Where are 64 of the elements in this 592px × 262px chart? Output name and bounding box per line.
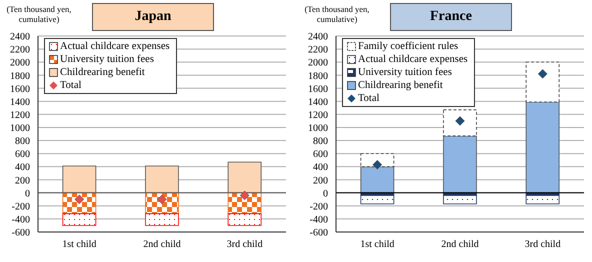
y-tick-label: 1200 bbox=[10, 110, 30, 121]
y-tick-label: 800 bbox=[313, 136, 328, 148]
y-tick-label: 2000 bbox=[308, 58, 328, 69]
y-tick-label: 0 bbox=[323, 188, 328, 200]
bar bbox=[526, 102, 560, 194]
bar bbox=[443, 195, 477, 204]
y-tick-label: 400 bbox=[313, 162, 328, 174]
y-tick-label: 1800 bbox=[10, 70, 30, 82]
y-tick-label: 1600 bbox=[10, 84, 30, 95]
legend-label: Family coefficient rules bbox=[358, 40, 458, 53]
y-tick-label: 1000 bbox=[10, 123, 30, 134]
x-tick-label: 1st child bbox=[62, 239, 96, 250]
y-tick-label: 1000 bbox=[308, 123, 328, 134]
y-tick-label: 2200 bbox=[308, 44, 328, 56]
y-tick-label: 400 bbox=[15, 162, 30, 174]
bar bbox=[526, 62, 560, 102]
y-tick-label: -600 bbox=[12, 228, 30, 239]
legend-label: Actual childcare expenses bbox=[60, 40, 170, 53]
bar bbox=[145, 213, 179, 226]
bar bbox=[526, 195, 560, 204]
point bbox=[538, 69, 548, 79]
legend-label: Childrearing benefit bbox=[358, 79, 443, 92]
x-tick-label: 2nd child bbox=[143, 239, 181, 250]
y-tick-label: 2000 bbox=[10, 58, 30, 69]
legend-label: Actual childcare expenses bbox=[358, 53, 468, 66]
bar bbox=[62, 213, 96, 226]
legend-label: Childrearing benefit bbox=[60, 66, 145, 79]
chart-title: Japan bbox=[92, 3, 214, 31]
y-tick-label: 2400 bbox=[10, 32, 30, 43]
bar bbox=[443, 109, 477, 136]
bar bbox=[443, 136, 477, 194]
y-tick-label: 200 bbox=[15, 175, 30, 186]
y-tick-label: -400 bbox=[12, 214, 30, 226]
y-tick-label: 0 bbox=[25, 188, 30, 200]
y-tick-label: -400 bbox=[310, 214, 328, 226]
legend-label: Total bbox=[60, 79, 82, 92]
y-tick-label: 600 bbox=[313, 149, 328, 160]
x-tick-label: 3rd child bbox=[524, 239, 561, 250]
y-tick-label: 200 bbox=[313, 175, 328, 186]
bar bbox=[145, 192, 179, 214]
bar bbox=[360, 195, 394, 204]
y-tick-label: -200 bbox=[310, 201, 328, 212]
y-tick-label: 800 bbox=[15, 136, 30, 148]
y-tick-label: 1800 bbox=[308, 70, 328, 82]
x-tick-label: 2nd child bbox=[441, 239, 479, 250]
bar bbox=[228, 213, 262, 226]
y-tick-label: -600 bbox=[310, 228, 328, 239]
y-tick-label: 600 bbox=[15, 149, 30, 160]
y-tick-label: 1600 bbox=[308, 84, 328, 95]
y-axis-title: (Ten thousand yen, cumulative) bbox=[6, 4, 72, 24]
legend-label: University tuition fees bbox=[358, 66, 452, 79]
x-tick-label: 3rd child bbox=[226, 239, 263, 250]
y-tick-label: 2200 bbox=[10, 44, 30, 56]
y-tick-label: 1400 bbox=[308, 96, 328, 108]
legend-label: Total bbox=[358, 92, 380, 105]
bar bbox=[360, 153, 394, 168]
chart-title: France bbox=[390, 3, 512, 31]
legend-label: University tuition fees bbox=[60, 53, 154, 66]
y-axis-title: (Ten thousand yen, cumulative) bbox=[304, 4, 370, 24]
y-tick-label: -200 bbox=[12, 201, 30, 212]
y-tick-label: 2400 bbox=[308, 32, 328, 43]
y-tick-label: 1200 bbox=[308, 110, 328, 121]
y-tick-label: 1400 bbox=[10, 96, 30, 108]
x-tick-label: 1st child bbox=[360, 239, 394, 250]
